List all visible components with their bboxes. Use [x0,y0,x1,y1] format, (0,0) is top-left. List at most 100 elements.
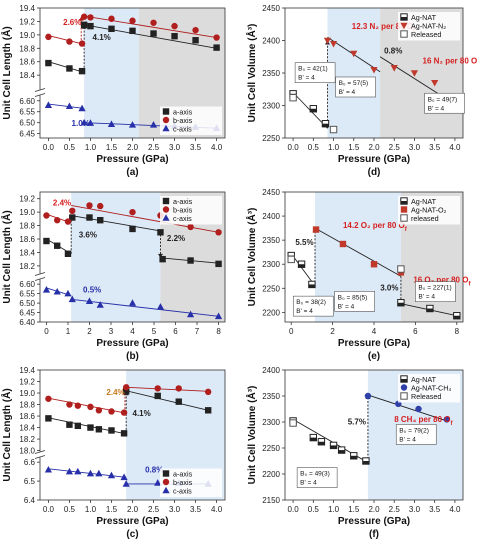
x-tick-label: 3.0 [409,143,421,152]
y-axis-label: Unit Cell Length (Å) [0,388,13,481]
data-point [66,401,73,408]
legend-label: b-axis [173,205,193,214]
y-tick-label: 2350 [262,392,280,401]
data-point [96,301,104,308]
y-tick-label: 18.4 [19,71,35,80]
legend-marker [162,116,170,124]
panel-label: (b) [126,351,139,362]
y-tick-label: 2450 [262,4,280,13]
data-point [43,212,50,219]
y-tick-label: 6.60 [19,97,35,106]
data-point [80,118,88,126]
x-tick-label: 2.5 [389,505,401,514]
y-tick-label: 2400 [262,366,280,375]
x-tick-label: 3.0 [409,505,421,514]
x-tick-label: 0.5 [308,143,320,152]
data-point [74,467,82,475]
x-axis-label: Pressure (GPa) [96,516,168,527]
marker-fill [338,450,345,454]
legend-label: Ag-NAT-O₂ [411,205,447,214]
legend-marker [162,197,170,205]
y-tick-label: 19.2 [19,195,35,204]
y-tick-label: 2350 [262,236,280,245]
legend-label: Ag-NAT [411,197,437,206]
data-point [65,467,74,475]
data-point [85,297,94,304]
legend-label: b-axis [173,478,193,487]
fit-line [84,15,217,38]
x-tick-label: 3.5 [429,143,441,152]
x-tick-label: 0 [44,327,49,336]
x-tick-label: 8 [216,327,221,336]
x-tick-label: 0.0 [288,505,300,514]
marker-fill [400,201,408,205]
data-point [87,403,94,411]
y-tick-label: 18.8 [19,401,35,410]
x-tick-label: 3.0 [169,143,181,152]
x-tick-label: 1.0 [85,505,97,514]
x-tick-label: 3.5 [190,505,202,514]
data-point [65,102,74,110]
legend-marker [162,214,170,221]
bulk-modulus-box [335,76,376,98]
x-tick-label: 4 [372,327,377,336]
annotation: 8 CH₄ per 80 Of [394,415,453,427]
annotation: 2.6% [63,18,81,27]
legend-marker [400,197,408,205]
x-tick-label: 4.0 [449,143,461,152]
legend-marker [400,392,408,400]
y-tick-label: 18.8 [19,222,35,231]
x-tick-label: 2.0 [127,505,139,514]
marker-fill [426,308,434,312]
axis-break-mark [34,93,46,97]
legend-marker [162,108,170,115]
x-tick-label: 4.0 [449,505,461,514]
legend-marker [162,206,170,213]
data-point [44,465,53,473]
data-point [426,304,434,313]
y-axis-label: Unit Cell Length (Å) [0,26,13,119]
x-tick-label: 5 [152,327,157,336]
data-point [154,385,161,392]
legend-marker [400,214,408,222]
panel-label: (d) [368,167,381,178]
data-point [309,433,318,442]
chart-panel: 0.0 0.5 1.0 1.5 2.0 2.5 3.0 3.5 4.0 18.0 18.2 18.4 1… [0,366,226,540]
chart-panel: 0 2 4 6 8 2200 2250 2300 2350 2400 2450 Pressure (G… [245,188,471,362]
pressure-region-shading [327,8,381,138]
legend-label: a-axis [173,469,193,478]
data-point [171,22,178,30]
marker-fill [400,17,408,21]
y-tick-label: 19.2 [19,17,35,26]
data-point [80,13,88,20]
x-tick-label: 3.5 [190,143,202,152]
data-point [95,407,103,414]
y-tick-label: 2300 [262,260,280,269]
data-point [68,295,76,303]
data-point [122,480,130,487]
data-point [317,438,326,446]
x-tick-label: 2.0 [127,143,139,152]
jump-arrowhead [78,16,84,21]
bulk-modulus-b0: B₀ = 42(1) [298,66,328,73]
jump-arrowhead [157,253,163,258]
x-tick-label: 2 [87,327,92,336]
annotation: 1.0% [72,119,90,128]
y-tick-label: 6.50 [19,119,35,128]
data-point [214,312,223,320]
annotation: 5.7% [348,418,366,427]
data-point [78,40,86,47]
bulk-modulus-b0: B₀ = 227(1) [418,285,451,292]
y-tick-label: 19.4 [19,4,35,13]
legend-box [160,468,222,497]
data-point [339,240,347,248]
x-tick-label: 6 [413,327,418,336]
x-tick-label: 4 [130,327,135,336]
data-point [287,255,295,264]
y-tick-label: 2300 [262,418,280,427]
data-point [129,27,136,35]
data-point [312,226,320,233]
y-tick-label: 19.4 [19,366,35,375]
y-tick-label: 2400 [262,212,280,221]
annotation: 16 O₂ per 80 Of [413,276,471,288]
